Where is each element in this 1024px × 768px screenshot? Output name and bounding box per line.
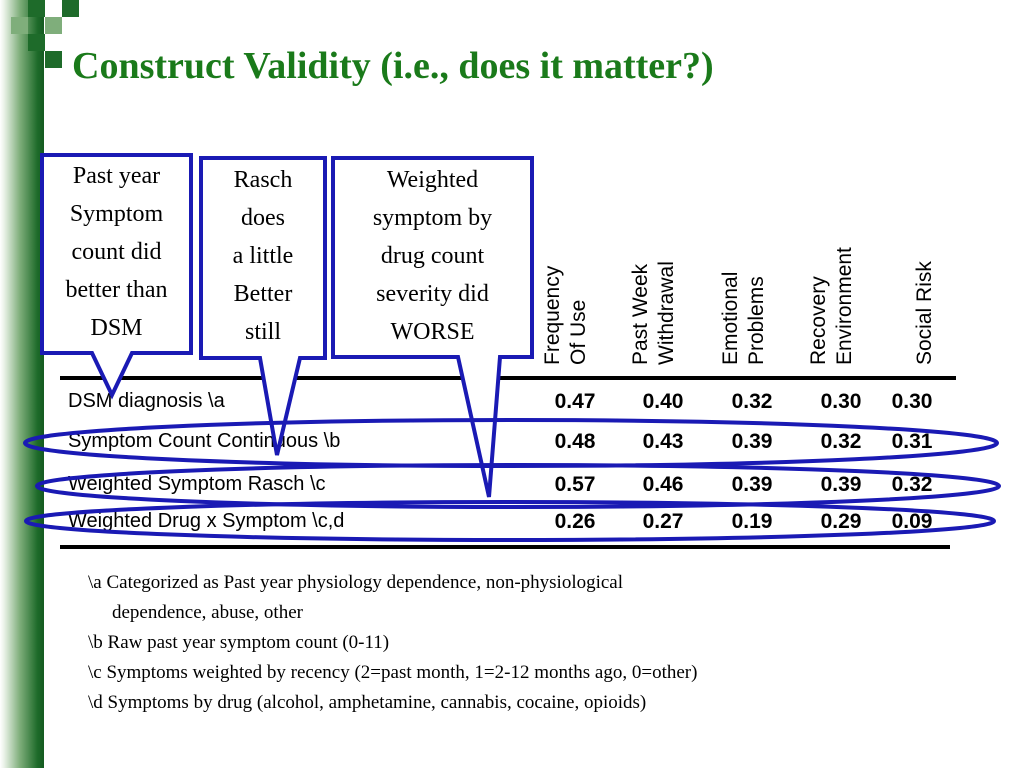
table-cell: 0.40 <box>642 390 684 413</box>
row-label: Weighted Symptom Rasch \c <box>68 473 326 495</box>
table-cell: 0.57 <box>554 473 596 496</box>
table-cell: 0.46 <box>642 473 684 496</box>
table-cell: 0.39 <box>820 473 862 496</box>
table-top-rule <box>60 376 956 380</box>
table-cell: 0.39 <box>731 430 773 453</box>
table-cell: 0.43 <box>642 430 684 453</box>
highlight-ellipse-symptom-count <box>23 418 999 468</box>
table-cell: 0.09 <box>891 510 933 533</box>
table-bottom-rule <box>60 545 950 549</box>
callout-shape-3 <box>331 156 534 498</box>
highlight-ellipse-rasch <box>35 463 1001 509</box>
table-cell: 0.32 <box>891 473 933 496</box>
callout-rasch: Rasch does a little Better still <box>232 167 294 345</box>
footnote-b: \b Raw past year symptom count (0-11) <box>88 632 390 653</box>
table-cell: 0.32 <box>731 390 773 413</box>
callout-shape-2 <box>199 156 327 456</box>
table-cell: 0.30 <box>891 390 933 413</box>
table-cell: 0.29 <box>820 510 862 533</box>
row-label: Weighted Drug x Symptom \c,d <box>68 510 345 532</box>
footnote-d: \d Symptoms by drug (alcohol, amphetamin… <box>88 692 647 713</box>
table-cell: 0.32 <box>820 430 862 453</box>
table-cell: 0.47 <box>554 390 596 413</box>
table-cell: 0.26 <box>554 510 596 533</box>
row-label: DSM diagnosis \a <box>68 390 225 412</box>
footnote-a-continued: dependence, abuse, other <box>112 602 303 623</box>
table-cell: 0.19 <box>731 510 773 533</box>
slide-title: Construct Validity (i.e., does it matter… <box>72 45 714 87</box>
callout-past-year: Past year Symptom count did better than DSM <box>65 163 168 341</box>
table-cell: 0.48 <box>554 430 596 453</box>
footnote-c: \c Symptoms weighted by recency (2=past … <box>88 662 698 683</box>
table-cell: 0.27 <box>642 510 684 533</box>
table-cell: 0.31 <box>891 430 933 453</box>
highlight-ellipse-drug-symptom <box>24 500 996 542</box>
decorative-sidebar <box>0 0 44 768</box>
callout-shape-1 <box>40 153 193 400</box>
footnote-a: \a Categorized as Past year physiology d… <box>88 572 624 593</box>
table-cell: 0.30 <box>820 390 862 413</box>
table-cell: 0.39 <box>731 473 773 496</box>
checker-logo-icon <box>0 0 90 70</box>
callout-weighted: Weighted symptom by drug count severity did… <box>372 167 493 345</box>
